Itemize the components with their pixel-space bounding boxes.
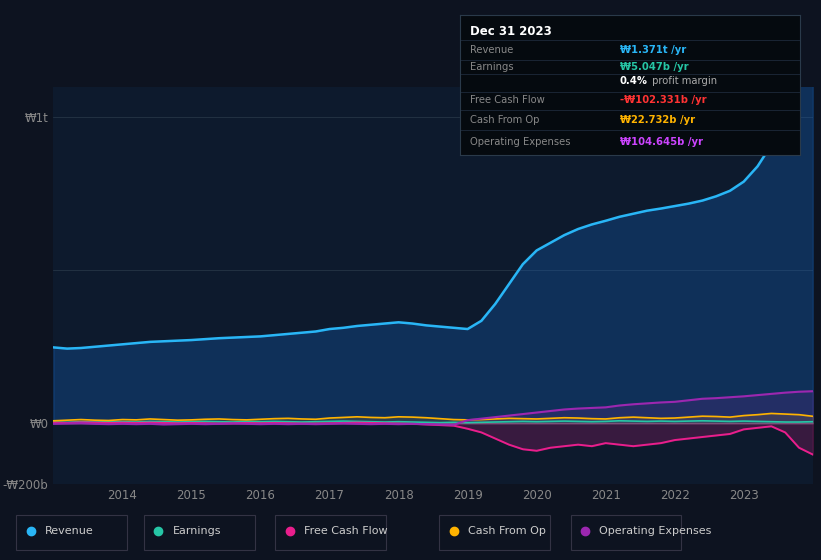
Text: Revenue: Revenue bbox=[45, 526, 94, 536]
Text: 0.4%: 0.4% bbox=[620, 76, 648, 86]
Text: -₩102.331b /yr: -₩102.331b /yr bbox=[620, 95, 706, 105]
Text: Cash From Op: Cash From Op bbox=[468, 526, 546, 536]
Text: profit margin: profit margin bbox=[649, 76, 717, 86]
Text: Revenue: Revenue bbox=[470, 45, 514, 55]
Bar bbox=[16, 515, 127, 550]
Text: Earnings: Earnings bbox=[470, 62, 514, 72]
Text: ₩22.732b /yr: ₩22.732b /yr bbox=[620, 115, 695, 125]
Bar bbox=[275, 515, 386, 550]
Text: ₩1.371t /yr: ₩1.371t /yr bbox=[620, 45, 686, 55]
Bar bbox=[144, 515, 255, 550]
Text: Dec 31 2023: Dec 31 2023 bbox=[470, 25, 552, 38]
Text: Free Cash Flow: Free Cash Flow bbox=[470, 95, 545, 105]
Bar bbox=[571, 515, 681, 550]
Text: Cash From Op: Cash From Op bbox=[470, 115, 539, 125]
Text: ₩5.047b /yr: ₩5.047b /yr bbox=[620, 62, 689, 72]
Text: Operating Expenses: Operating Expenses bbox=[470, 137, 571, 147]
Bar bbox=[439, 515, 550, 550]
Text: Free Cash Flow: Free Cash Flow bbox=[304, 526, 388, 536]
Text: Earnings: Earnings bbox=[172, 526, 221, 536]
Text: Operating Expenses: Operating Expenses bbox=[599, 526, 712, 536]
Text: ₩104.645b /yr: ₩104.645b /yr bbox=[620, 137, 703, 147]
